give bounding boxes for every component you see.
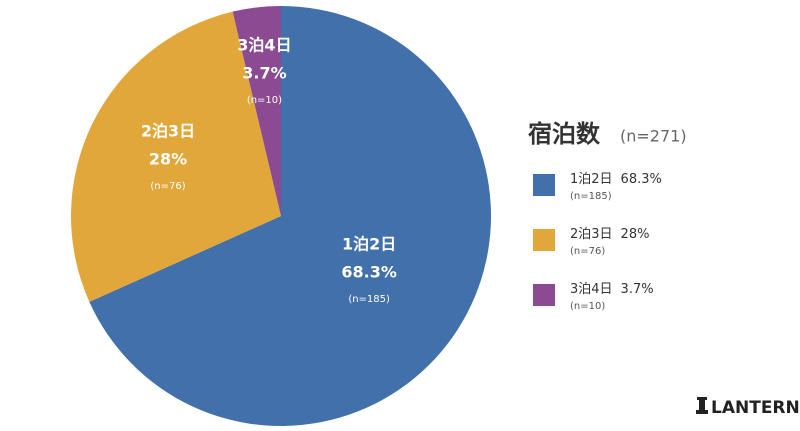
slice-name: 3泊4日 <box>237 36 291 55</box>
legend-name: 1泊2日 <box>570 172 613 187</box>
legend-value: 68.3% <box>621 172 662 187</box>
slice-name: 1泊2日 <box>342 235 396 254</box>
legend-label: 3泊4日 3.7% <box>570 282 654 297</box>
chart-subtitle: (n=271) <box>620 127 687 146</box>
slice-count: (n=185) <box>348 294 390 305</box>
legend-count: (n=185) <box>570 191 612 202</box>
legend-name: 2泊3日 <box>570 227 613 242</box>
pie-slice <box>71 11 281 302</box>
legend-label: 2泊3日 28% <box>570 227 649 242</box>
legend-name: 3泊4日 <box>570 282 613 297</box>
brand-logo: LANTERN <box>696 397 800 418</box>
slice-count: (n=10) <box>247 95 282 106</box>
legend-swatch <box>533 174 555 196</box>
slice-count: (n=76) <box>150 181 185 192</box>
pie-slice <box>232 6 281 216</box>
legend-swatch <box>533 229 555 251</box>
legend-count: (n=76) <box>570 246 605 257</box>
slice-value: 28% <box>149 150 187 169</box>
chart-title: 宿泊数 <box>528 120 601 148</box>
legend-swatch <box>533 284 555 306</box>
slice-value: 68.3% <box>341 263 397 282</box>
lantern-icon <box>696 397 708 414</box>
legend-value: 28% <box>621 227 650 242</box>
brand-name: LANTERN <box>711 398 800 418</box>
legend-label: 1泊2日 68.3% <box>570 172 662 187</box>
slice-name: 2泊3日 <box>141 122 195 141</box>
legend-value: 3.7% <box>621 282 654 297</box>
pie-slice <box>89 6 492 426</box>
slice-value: 3.7% <box>242 64 286 83</box>
legend-count: (n=10) <box>570 301 605 312</box>
